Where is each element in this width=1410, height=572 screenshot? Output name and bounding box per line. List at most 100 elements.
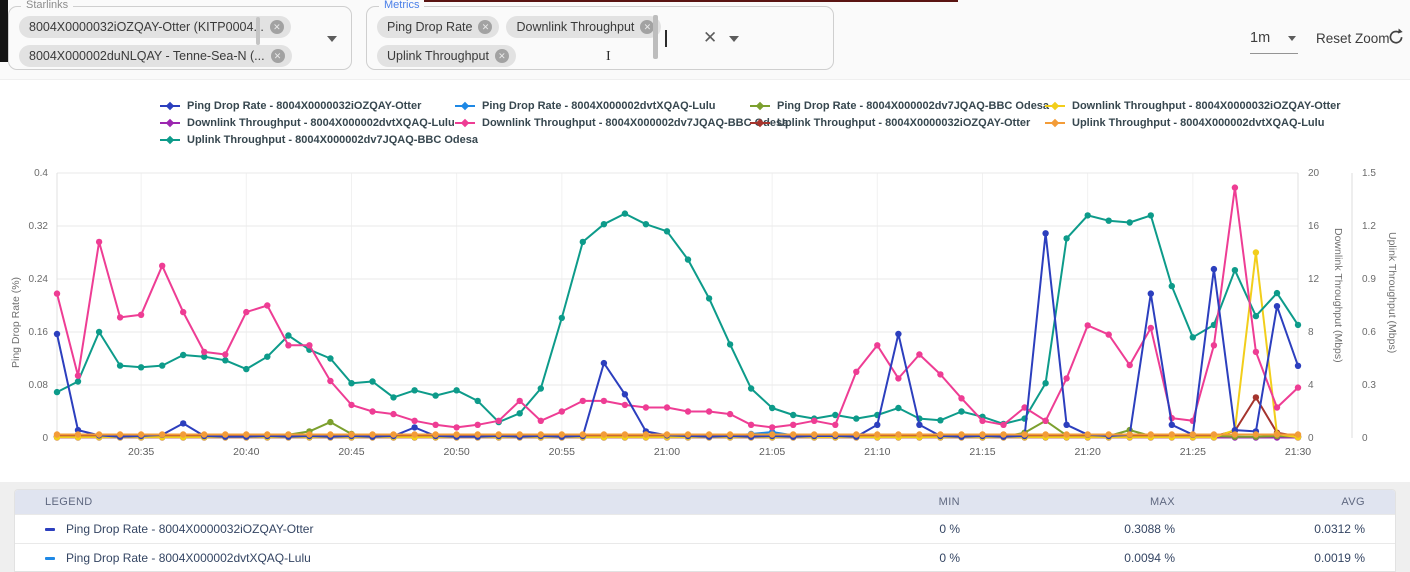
metric-chip[interactable]: Downlink Throughput ✕ (506, 16, 662, 38)
legend-item-down_lulu[interactable]: Downlink Throughput - 8004X000002dvtXQAQ… (160, 117, 455, 129)
series-point (180, 351, 187, 359)
summary-table-row[interactable]: Ping Drop Rate - 8004X0000032iOZQAY-Otte… (15, 514, 1395, 543)
avg-value: 0.0312 % (1314, 522, 1365, 536)
legend-item-up_otter[interactable]: Uplink Throughput - 8004X0000032iOZQAY-O… (750, 117, 1045, 129)
legend-item-ping_otter[interactable]: Ping Drop Rate - 8004X0000032iOZQAY-Otte… (160, 100, 455, 112)
metric-chip-label: Uplink Throughput (387, 49, 489, 63)
series-point (180, 420, 187, 427)
summary-table-row[interactable]: Ping Drop Rate - 8004X000002dvtXQAQ-Lulu… (15, 543, 1395, 571)
legend-item-ping_bbc[interactable]: Ping Drop Rate - 8004X000002dv7JQAQ-BBC … (750, 100, 1049, 112)
series-point (747, 421, 755, 428)
x-tick-label: 21:15 (969, 446, 995, 458)
starlinks-multiselect[interactable]: Starlinks 8004X0000032iOZQAY-Otter (KITP… (8, 0, 352, 70)
legend-marker-icon (1045, 101, 1065, 111)
uplink-tick-label: 0 (1362, 433, 1368, 444)
series-point (1252, 348, 1260, 356)
series-point (285, 431, 292, 438)
legend-item-up_bbc[interactable]: Uplink Throughput - 8004X000002dv7JQAQ-B… (160, 134, 478, 146)
starlink-chip[interactable]: 8004X000002duNLQAY - Tenne-Sea-N (... ✕ (19, 45, 292, 67)
ping-tick-label: 0.32 (29, 221, 49, 232)
metric-chip[interactable]: Ping Drop Rate ✕ (377, 16, 500, 38)
series-point (1063, 431, 1070, 438)
series-point (1252, 312, 1260, 320)
metrics-field-label: Metrics (379, 0, 425, 11)
series-point (1084, 431, 1091, 438)
starlink-chip[interactable]: 8004X0000032iOZQAY-Otter (KITP0004... ✕ (19, 16, 291, 38)
toolbar: Starlinks 8004X0000032iOZQAY-Otter (KITP… (0, 0, 1410, 79)
series-point (95, 238, 103, 246)
metrics-multiselect[interactable]: Metrics Ping Drop Rate ✕ Downlink Throughp… (366, 0, 834, 70)
series-point (390, 431, 397, 438)
series-point (180, 308, 187, 316)
series-point (1000, 431, 1007, 438)
series-point (306, 342, 313, 349)
series-point (769, 424, 776, 431)
series-point (1126, 361, 1133, 369)
metric-chip[interactable]: Uplink Throughput ✕ (377, 45, 516, 67)
series-point (537, 417, 544, 424)
series-point (1147, 290, 1155, 297)
series-point (264, 353, 271, 360)
remove-chip-icon[interactable]: ✕ (494, 49, 509, 63)
series-point (495, 417, 502, 424)
legend-label: Ping Drop Rate - 8004X000002dv7JQAQ-BBC … (777, 100, 1050, 112)
remove-chip-icon[interactable]: ✕ (640, 20, 655, 34)
series-line-down_bbc (56, 186, 1299, 429)
series-point (621, 391, 629, 398)
series-point (474, 421, 481, 428)
series-point (137, 364, 145, 371)
series-point (895, 330, 902, 338)
series-point (1147, 324, 1155, 332)
remove-chip-icon[interactable]: ✕ (269, 20, 284, 34)
series-point (1000, 421, 1007, 428)
series-point (474, 397, 481, 405)
starlink-chip-label: 8004X000002duNLQAY - Tenne-Sea-N (... (29, 49, 265, 63)
series-point (769, 404, 776, 412)
metrics-clear-icon[interactable]: ✕ (703, 28, 718, 47)
series-point (159, 431, 166, 438)
ping-axis-title: Ping Drop Rate (%) (10, 276, 22, 368)
uplink-tick-label: 0.3 (1362, 380, 1376, 391)
series-point (243, 431, 250, 438)
series-point (1273, 303, 1281, 310)
series-point (1168, 282, 1176, 290)
metrics-dropdown-arrow-icon[interactable] (729, 36, 739, 42)
series-point (95, 431, 103, 438)
series-point (1147, 212, 1155, 219)
remove-chip-icon[interactable]: ✕ (478, 20, 493, 34)
ping-tick-label: 0.16 (29, 327, 49, 338)
avg-value: 0.0019 % (1314, 551, 1365, 565)
legend-marker-icon (455, 118, 475, 128)
series-point (1294, 384, 1302, 391)
series-point (853, 368, 860, 375)
legend-item-down_otter[interactable]: Downlink Throughput - 8004X0000032iOZQAY… (1045, 100, 1375, 112)
metrics-scrollbar[interactable] (653, 15, 658, 59)
legend-item-up_lulu[interactable]: Uplink Throughput - 8004X000002dvtXQAQ-L… (1045, 117, 1375, 129)
series-point (642, 221, 650, 228)
remove-chip-icon[interactable]: ✕ (270, 49, 285, 63)
series-point (1294, 321, 1302, 329)
legend-label: Downlink Throughput - 8004X000002dv7JQAQ… (482, 117, 789, 129)
header-min: MIN (938, 496, 960, 508)
series-point (1105, 331, 1112, 338)
chart-canvas[interactable]: 20:35 20:40 20:45 20:50 20:55 21:00 21:05 21:10… (0, 80, 1410, 482)
uplink-tick-label: 0.6 (1362, 327, 1376, 338)
series-point (684, 408, 692, 415)
starlinks-dropdown-arrow-icon[interactable] (327, 36, 337, 42)
series-point (516, 410, 523, 417)
series-point (474, 431, 481, 438)
legend-item-ping_lulu[interactable]: Ping Drop Rate - 8004X000002dvtXQAQ-Lulu (455, 100, 750, 112)
downlink-tick-label: 0 (1308, 433, 1314, 444)
series-marker-icon (45, 557, 55, 561)
series-point (1042, 380, 1049, 387)
series-point (453, 424, 460, 431)
reset-zoom-button[interactable]: Reset Zoom (1316, 31, 1390, 46)
refresh-button[interactable] (1385, 26, 1407, 48)
starlinks-scrollbar[interactable] (256, 17, 260, 45)
x-tick-label: 21:00 (654, 446, 680, 458)
interval-select[interactable]: 1m (1250, 30, 1298, 54)
legend-item-down_bbc[interactable]: Downlink Throughput - 8004X000002dv7JQAQ… (455, 117, 788, 129)
series-point (937, 431, 944, 438)
refresh-icon (1389, 28, 1403, 44)
series-point (558, 314, 565, 322)
